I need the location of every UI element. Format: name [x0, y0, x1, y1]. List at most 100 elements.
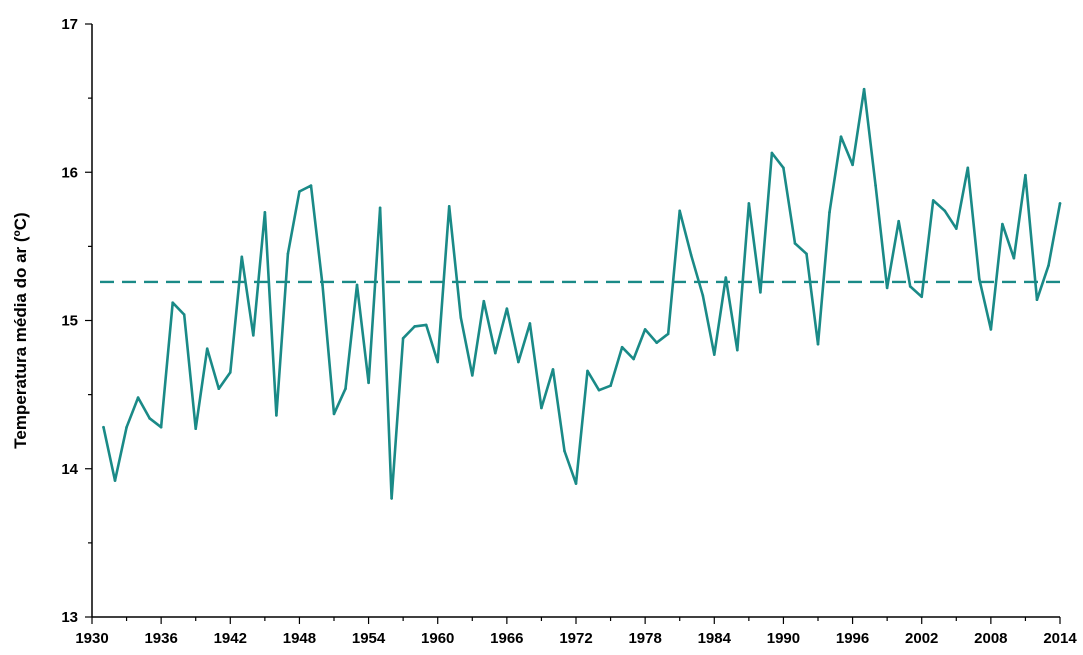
data-point — [759, 291, 762, 294]
data-point — [586, 369, 589, 373]
data-point — [378, 206, 382, 210]
data-point — [1024, 173, 1027, 177]
data-point — [1001, 222, 1004, 226]
x-tick-label: 2008 — [974, 630, 1007, 647]
data-point — [816, 342, 820, 346]
data-point — [885, 286, 889, 290]
data-point — [228, 371, 232, 374]
data-point — [574, 482, 578, 485]
x-tick-label: 1942 — [214, 630, 247, 647]
data-point — [943, 209, 947, 213]
data-point — [862, 87, 866, 91]
data-point — [597, 388, 601, 392]
x-tick-label: 2002 — [905, 630, 938, 647]
data-point — [332, 412, 336, 416]
data-point — [298, 190, 301, 193]
data-point — [205, 347, 209, 350]
data-point — [136, 396, 140, 399]
y-axis-ticks: 13 14 15 16 17 — [61, 16, 92, 626]
x-tick-label: 1930 — [75, 630, 108, 647]
data-point — [966, 166, 970, 170]
data-point — [805, 252, 808, 256]
y-tick-label: 15 — [61, 313, 78, 330]
data-point — [159, 425, 163, 429]
data-point — [989, 328, 993, 331]
data-point — [240, 255, 244, 259]
data-point — [609, 384, 612, 388]
data-point — [182, 313, 186, 316]
data-point — [148, 417, 151, 420]
data-point — [874, 184, 877, 187]
data-point — [321, 283, 324, 287]
y-tick-label: 14 — [61, 461, 78, 478]
data-point — [1035, 298, 1039, 302]
data-point — [655, 341, 658, 345]
data-point — [897, 219, 900, 223]
data-point — [528, 322, 532, 325]
data-point — [217, 387, 221, 390]
x-tick-label: 1978 — [628, 630, 661, 647]
temperature-series-line — [102, 87, 1062, 500]
x-tick-label: 1954 — [352, 630, 386, 647]
x-tick-label: 1966 — [490, 630, 523, 647]
data-point — [770, 151, 774, 155]
data-point — [782, 166, 785, 170]
data-point — [908, 285, 912, 288]
data-point — [482, 299, 486, 303]
data-point — [125, 425, 128, 429]
data-point — [113, 479, 117, 482]
y-axis-title: Temperatura média do ar (ºC) — [11, 212, 30, 448]
series-group — [102, 87, 1062, 500]
y-tick-label: 13 — [61, 609, 78, 626]
x-tick-label: 2014 — [1043, 630, 1077, 647]
data-point — [517, 360, 520, 364]
data-point — [436, 360, 440, 364]
data-point — [701, 293, 705, 297]
data-point — [401, 336, 405, 340]
data-point — [931, 199, 935, 202]
data-point — [712, 353, 716, 356]
x-tick-label: 1972 — [559, 630, 592, 647]
data-point — [275, 414, 278, 417]
data-point — [447, 205, 451, 208]
data-point — [632, 357, 635, 361]
data-point — [678, 209, 682, 213]
data-point — [367, 381, 370, 385]
data-point — [309, 184, 313, 187]
data-point — [424, 323, 428, 327]
data-point — [736, 348, 739, 352]
data-point — [505, 307, 509, 310]
x-tick-label: 1990 — [767, 630, 800, 647]
data-point — [171, 301, 174, 305]
x-tick-label: 1984 — [698, 630, 732, 647]
x-tick-label: 1948 — [283, 630, 316, 647]
data-point — [551, 368, 555, 371]
data-point — [689, 253, 693, 257]
data-point — [666, 332, 670, 336]
data-point — [263, 210, 267, 214]
data-point — [920, 295, 924, 299]
x-tick-label: 1960 — [421, 630, 454, 647]
data-point — [286, 252, 290, 256]
data-point — [643, 328, 647, 331]
y-tick-label: 17 — [61, 16, 78, 33]
data-point — [1047, 264, 1050, 267]
x-tick-label: 1996 — [836, 630, 869, 647]
data-point — [390, 497, 393, 500]
data-point — [494, 351, 497, 355]
data-point — [620, 345, 624, 349]
data-point — [954, 227, 958, 230]
y-tick-label: 16 — [61, 164, 78, 181]
data-point — [413, 325, 416, 328]
data-point — [252, 334, 255, 337]
data-point — [355, 283, 359, 287]
data-point — [344, 387, 347, 390]
data-point — [978, 277, 981, 281]
x-axis-ticks: 1930 1936 1942 1948 1954 1960 1966 1972 1978 1984… — [75, 617, 1077, 647]
data-point — [563, 449, 566, 453]
data-point — [747, 202, 751, 205]
data-point — [1058, 202, 1062, 205]
data-point — [793, 242, 797, 245]
x-tick-label: 1936 — [144, 630, 177, 647]
